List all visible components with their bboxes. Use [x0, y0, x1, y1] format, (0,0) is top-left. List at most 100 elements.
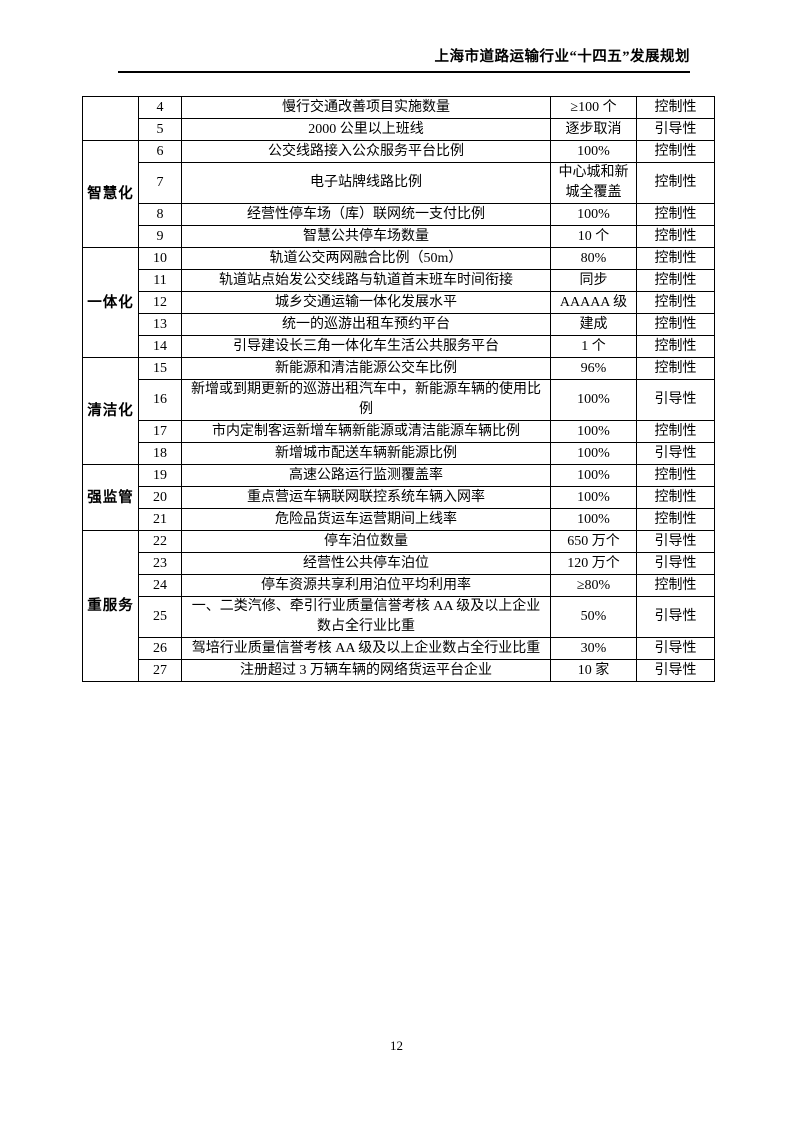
row-number-cell: 6	[138, 140, 182, 163]
indicator-cell: 电子站牌线路比例	[181, 162, 551, 204]
indicator-cell: 市内定制客运新增车辆新能源或清洁能源车辆比例	[181, 420, 551, 443]
target-cell: 650 万个	[550, 530, 637, 553]
indicator-cell: 轨道公交两网融合比例（50m）	[181, 247, 551, 270]
row-number-cell: 17	[138, 420, 182, 443]
page-number: 12	[390, 1038, 403, 1053]
row-number-cell: 18	[138, 442, 182, 465]
type-cell: 引导性	[636, 552, 715, 575]
row-number-cell: 16	[138, 379, 182, 421]
table-row: 8 经营性停车场（库）联网统一支付比例 100% 控制性	[83, 203, 715, 226]
row-number-cell: 27	[138, 659, 182, 682]
indicator-cell: 经营性停车场（库）联网统一支付比例	[181, 203, 551, 226]
indicator-cell: 新增城市配送车辆新能源比例	[181, 442, 551, 465]
indicator-cell: 2000 公里以上班线	[181, 118, 551, 141]
indicator-cell: 经营性公共停车泊位	[181, 552, 551, 575]
target-cell: 100%	[550, 420, 637, 443]
table-row: 18 新增城市配送车辆新能源比例 100% 引导性	[83, 442, 715, 465]
table-row: 一体化 10 轨道公交两网融合比例（50m） 80% 控制性	[82, 247, 715, 358]
table-row: 20 重点营运车辆联网联控系统车辆入网率 100% 控制性	[83, 486, 715, 509]
row-number-cell: 11	[138, 269, 182, 292]
indicator-cell: 新能源和清洁能源公交车比例	[181, 357, 551, 380]
type-cell: 控制性	[636, 313, 715, 336]
type-cell: 引导性	[636, 659, 715, 682]
table-row: 21 危险品货运车运营期间上线率 100% 控制性	[83, 508, 715, 531]
target-cell: 10 个	[550, 225, 637, 248]
target-cell: AAAAA 级	[550, 291, 637, 314]
category-cell	[82, 96, 139, 141]
target-cell: ≥100 个	[550, 96, 637, 119]
target-cell: 建成	[550, 313, 637, 336]
category-cell: 清洁化	[82, 357, 139, 465]
indicators-table-body: 4 慢行交通改善项目实施数量 ≥100 个控制性 5 2000 公里以上班线 逐步取消 引导…	[82, 96, 715, 682]
target-cell: 50%	[550, 596, 637, 638]
target-cell: 120 万个	[550, 552, 637, 575]
type-cell: 控制性	[636, 486, 715, 509]
row-number-cell: 10	[138, 247, 182, 270]
row-number-cell: 12	[138, 291, 182, 314]
table-row: 7 电子站牌线路比例 中心城和新城全覆盖 控制性	[83, 162, 715, 204]
indicator-cell: 停车泊位数量	[181, 530, 551, 553]
indicator-cell: 危险品货运车运营期间上线率	[181, 508, 551, 531]
row-number-cell: 19	[138, 464, 182, 487]
table-row: 11 轨道站点始发公交线路与轨道首末班车时间衔接 同步 控制性	[83, 269, 715, 292]
table-row: 26 驾培行业质量信誉考核 AA 级及以上企业数占全行业比重 30% 引导性	[83, 637, 715, 660]
table-row: 25 一、二类汽修、牵引行业质量信誉考核 AA 级及以上企业数占全行业比重 50% 引…	[83, 596, 715, 638]
table-row: 17 市内定制客运新增车辆新能源或清洁能源车辆比例 100% 控制性	[83, 420, 715, 443]
target-cell: 100%	[550, 464, 637, 487]
target-cell: 96%	[550, 357, 637, 380]
row-number-cell: 9	[138, 225, 182, 248]
indicator-cell: 高速公路运行监测覆盖率	[181, 464, 551, 487]
target-cell: 10 家	[550, 659, 637, 682]
type-cell: 控制性	[636, 357, 715, 380]
indicator-cell: 驾培行业质量信誉考核 AA 级及以上企业数占全行业比重	[181, 637, 551, 660]
row-number-cell: 8	[138, 203, 182, 226]
type-cell: 控制性	[636, 464, 715, 487]
indicator-cell: 新增或到期更新的巡游出租汽车中，新能源车辆的使用比例	[181, 379, 551, 421]
row-number-cell: 5	[138, 118, 182, 141]
target-cell: 100%	[550, 203, 637, 226]
type-cell: 控制性	[636, 335, 715, 358]
target-cell: 80%	[550, 247, 637, 270]
category-cell: 一体化	[82, 247, 139, 358]
target-cell: 30%	[550, 637, 637, 660]
table-row: 16 新增或到期更新的巡游出租汽车中，新能源车辆的使用比例 100% 引导性	[83, 379, 715, 421]
table-row: 5 2000 公里以上班线 逐步取消 引导性	[83, 118, 715, 141]
target-cell: 100%	[550, 508, 637, 531]
row-number-cell: 7	[138, 162, 182, 204]
type-cell: 控制性	[636, 508, 715, 531]
row-number-cell: 23	[138, 552, 182, 575]
type-cell: 控制性	[636, 225, 715, 248]
indicator-cell: 重点营运车辆联网联控系统车辆入网率	[181, 486, 551, 509]
target-cell: 100%	[550, 379, 637, 421]
type-cell: 控制性	[636, 291, 715, 314]
row-number-cell: 13	[138, 313, 182, 336]
target-cell: 中心城和新城全覆盖	[550, 162, 637, 204]
type-cell: 控制性	[636, 269, 715, 292]
type-cell: 引导性	[636, 442, 715, 465]
target-cell: 100%	[550, 442, 637, 465]
target-cell: 100%	[550, 486, 637, 509]
indicator-cell: 引导建设长三角一体化车生活公共服务平台	[181, 335, 551, 358]
type-cell: 控制性	[636, 203, 715, 226]
type-cell: 引导性	[636, 596, 715, 638]
row-number-cell: 26	[138, 637, 182, 660]
table-row: 24 停车资源共享利用泊位平均利用率 ≥80% 控制性	[83, 574, 715, 597]
type-cell: 控制性	[636, 420, 715, 443]
type-cell: 引导性	[636, 118, 715, 141]
indicators-table: 4 慢行交通改善项目实施数量 ≥100 个控制性 5 2000 公里以上班线 逐步取消 引导…	[82, 96, 715, 682]
target-cell: ≥80%	[550, 574, 637, 597]
table-row: 重服务 22 停车泊位数量 650 万个 引导性	[82, 530, 715, 682]
indicator-cell: 智慧公共停车场数量	[181, 225, 551, 248]
category-cell: 重服务	[82, 530, 139, 682]
target-cell: 逐步取消	[550, 118, 637, 141]
category-cell: 智慧化	[82, 140, 139, 248]
row-number-cell: 25	[138, 596, 182, 638]
table-row: 12 城乡交通运输一体化发展水平 AAAAA 级控制性	[83, 291, 715, 314]
table-row: 13 统一的巡游出租车预约平台 建成 控制性	[83, 313, 715, 336]
type-cell: 引导性	[636, 637, 715, 660]
type-cell: 控制性	[636, 574, 715, 597]
table-row: 智慧化 6 公交线路接入公众服务平台比例 100% 控制性	[82, 140, 715, 248]
row-number-cell: 24	[138, 574, 182, 597]
target-cell: 100%	[550, 140, 637, 163]
document-title: 上海市道路运输行业“十四五”发展规划	[434, 49, 690, 65]
